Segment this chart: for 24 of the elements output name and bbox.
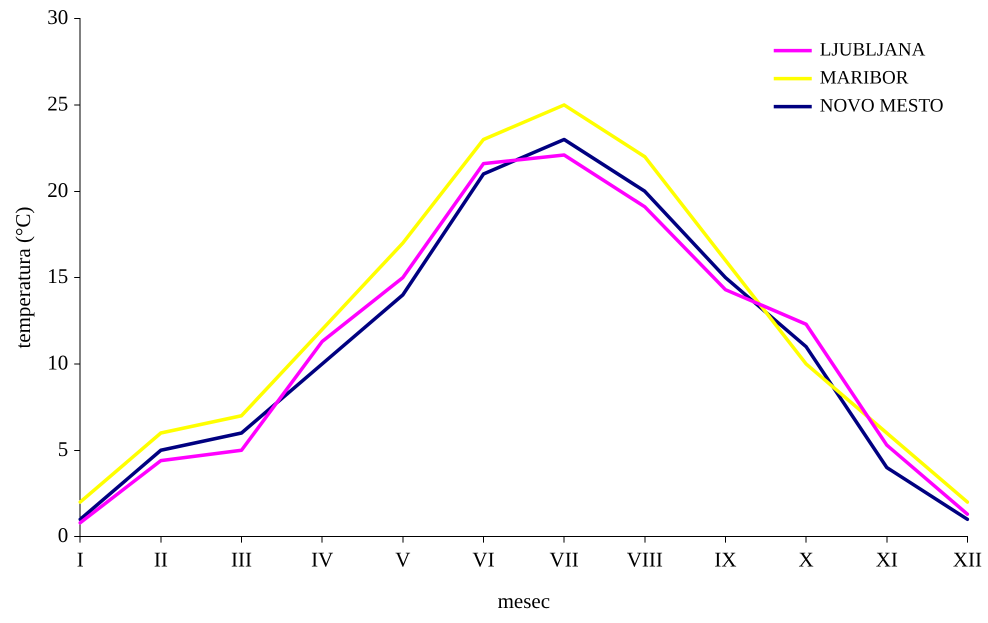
y-tick-label: 5 — [58, 436, 68, 461]
x-tick-label: III — [231, 548, 252, 572]
y-tick-label: 30 — [47, 5, 68, 30]
y-tick-label: 0 — [58, 523, 68, 548]
y-axis-title: temperatura (°C) — [11, 206, 36, 349]
y-tick-label: 25 — [47, 91, 68, 116]
y-tick-label: 10 — [47, 350, 68, 374]
x-tick-label: IX — [714, 548, 737, 572]
legend-label: NOVO MESTO — [820, 96, 944, 117]
y-tick-label: 15 — [47, 264, 68, 288]
y-tick-label: 20 — [47, 178, 68, 202]
x-tick-label: VI — [472, 548, 495, 572]
x-tick-label: XI — [876, 548, 898, 572]
x-axis-title: mesec — [498, 588, 550, 613]
x-tick-label: XII — [952, 548, 982, 572]
x-tick-label: V — [395, 548, 410, 572]
x-tick-label: II — [154, 548, 168, 572]
legend-label: MARIBOR — [820, 68, 909, 89]
x-tick-label: I — [76, 548, 84, 572]
x-tick-label: X — [798, 548, 814, 572]
x-tick-label: VII — [550, 548, 579, 572]
x-tick-label: IV — [311, 548, 334, 572]
legend-label: LJUBLJANA — [820, 40, 926, 61]
x-tick-label: VIII — [626, 548, 663, 572]
